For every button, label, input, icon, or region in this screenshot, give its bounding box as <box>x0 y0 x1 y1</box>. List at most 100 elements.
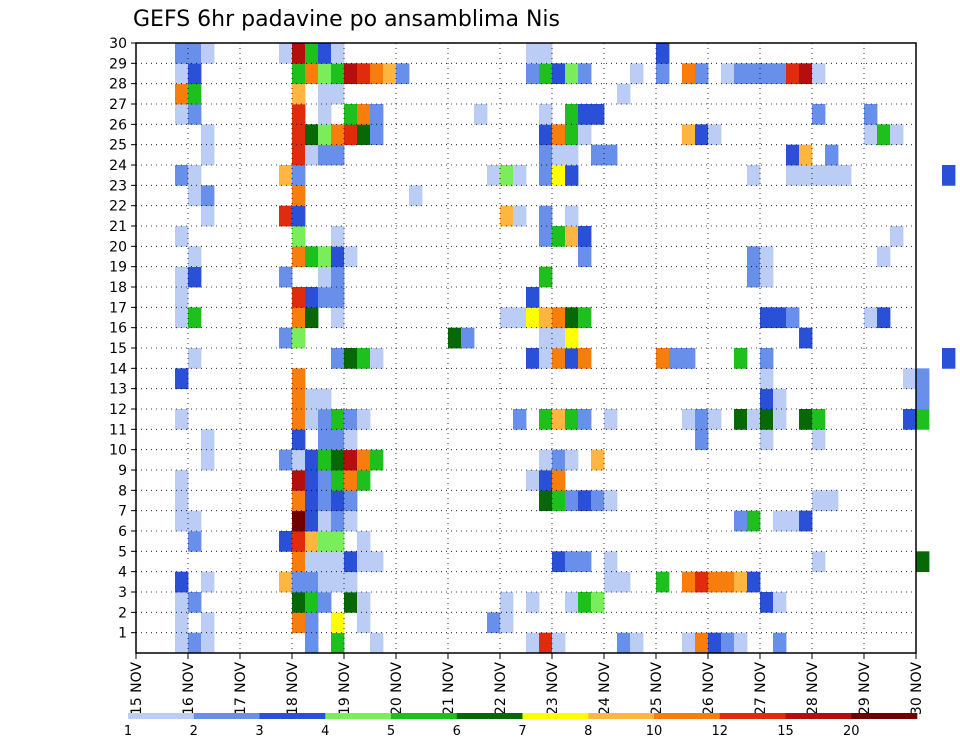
heatmap-cell <box>565 104 579 125</box>
heatmap-cell <box>175 571 189 593</box>
heatmap-cell <box>591 592 605 613</box>
heatmap-cell <box>552 348 566 369</box>
heatmap-cell <box>201 185 215 207</box>
heatmap-cell <box>565 490 579 512</box>
x-tick-label: 30 NOV <box>909 662 925 716</box>
heatmap-cell <box>760 246 774 268</box>
heatmap-cell <box>292 571 306 593</box>
y-tick-label: 20 <box>109 239 127 255</box>
heatmap-cell <box>695 124 709 146</box>
heatmap-cell <box>331 124 345 146</box>
heatmap-cell <box>318 246 332 268</box>
heatmap-cell <box>318 449 332 471</box>
heatmap-cell <box>539 104 553 125</box>
colorbar-swatch <box>522 713 589 719</box>
heatmap-cell <box>305 510 319 532</box>
heatmap-cell <box>734 510 748 532</box>
heatmap-cell <box>357 409 371 430</box>
heatmap-cell <box>565 307 579 329</box>
y-tick-label: 1 <box>118 626 127 642</box>
heatmap-cell <box>344 348 358 369</box>
heatmap-cell <box>318 388 332 410</box>
heatmap-cell <box>799 510 813 532</box>
heatmap-cell <box>305 449 319 471</box>
heatmap-cell <box>591 490 605 512</box>
heatmap-cell <box>903 368 917 390</box>
heatmap-cell <box>331 226 345 247</box>
heatmap-cell <box>175 266 189 288</box>
heatmap-cell <box>188 307 202 329</box>
heatmap-cell <box>617 571 631 593</box>
heatmap-cell <box>487 612 501 634</box>
colorbar-tick-label: 1 <box>124 724 132 739</box>
heatmap-cell <box>747 510 761 532</box>
heatmap-cell <box>682 124 696 146</box>
heatmap-cell <box>500 612 514 634</box>
y-tick-label: 19 <box>109 260 127 276</box>
heatmap-cell <box>292 429 306 451</box>
colorbar: 1 2 3 4 5 6 7 8 10 12 15 20 <box>124 713 918 739</box>
heatmap-cell <box>539 63 553 85</box>
heatmap-cell <box>604 571 618 593</box>
heatmap-cell <box>175 287 189 308</box>
heatmap-cell <box>539 409 553 430</box>
heatmap-cell <box>318 490 332 512</box>
y-tick-label: 28 <box>109 77 127 93</box>
heatmap-cell <box>357 104 371 125</box>
heatmap-cell <box>318 510 332 532</box>
heatmap-cell <box>526 287 540 308</box>
heatmap-cell <box>305 124 319 146</box>
heatmap-cell <box>539 327 553 349</box>
x-tick-label: 28 NOV <box>805 662 821 716</box>
heatmap-cell <box>812 551 826 573</box>
heatmap-cell <box>695 571 709 593</box>
heatmap-cell <box>344 104 358 125</box>
heatmap-cell <box>318 266 332 288</box>
heatmap-cell <box>526 592 540 613</box>
colorbar-tick-label: 6 <box>453 724 461 739</box>
heatmap-cell <box>825 165 839 186</box>
heatmap-cell <box>682 409 696 430</box>
heatmap-cell <box>370 63 384 85</box>
heatmap-cell <box>344 63 358 85</box>
heatmap-cell <box>344 124 358 146</box>
heatmap-cell <box>773 63 787 85</box>
heatmap-cell <box>331 510 345 532</box>
heatmap-cell <box>331 307 345 329</box>
heatmap-cell <box>292 510 306 532</box>
heatmap-cell <box>799 409 813 430</box>
heatmap-cell <box>279 327 293 349</box>
heatmap-cell <box>552 63 566 85</box>
heatmap-cell <box>175 409 189 430</box>
heatmap-cell <box>318 287 332 308</box>
heatmap-cell <box>188 185 202 207</box>
heatmap-cell <box>539 226 553 247</box>
heatmap-cell <box>188 592 202 613</box>
heatmap-cell <box>578 409 592 430</box>
heatmap-cell <box>695 632 709 654</box>
heatmap-cell <box>448 327 462 349</box>
x-tick-label: 23 NOV <box>545 662 561 716</box>
heatmap-cell <box>292 307 306 329</box>
y-axis: 1234567891011121314151617181920212223242… <box>109 36 136 642</box>
y-tick-label: 30 <box>109 36 127 52</box>
heatmap-cell <box>500 205 514 227</box>
heatmap-cell <box>279 266 293 288</box>
heatmap-cell <box>773 592 787 613</box>
heatmap-cell <box>357 470 371 491</box>
heatmap-cell <box>175 63 189 85</box>
heatmap-cell <box>786 144 800 166</box>
heatmap-cell <box>916 551 930 573</box>
heatmap-cell <box>812 104 826 125</box>
heatmap-cell <box>292 287 306 308</box>
heatmap-cell <box>292 449 306 471</box>
heatmap-cell <box>292 246 306 268</box>
heatmap-cell <box>292 409 306 430</box>
heatmap-cell <box>344 470 358 491</box>
y-tick-label: 14 <box>109 361 127 377</box>
heatmap-cell <box>604 409 618 430</box>
heatmap-cell <box>188 83 202 105</box>
heatmap-cell <box>682 571 696 593</box>
y-tick-label: 23 <box>109 178 127 194</box>
